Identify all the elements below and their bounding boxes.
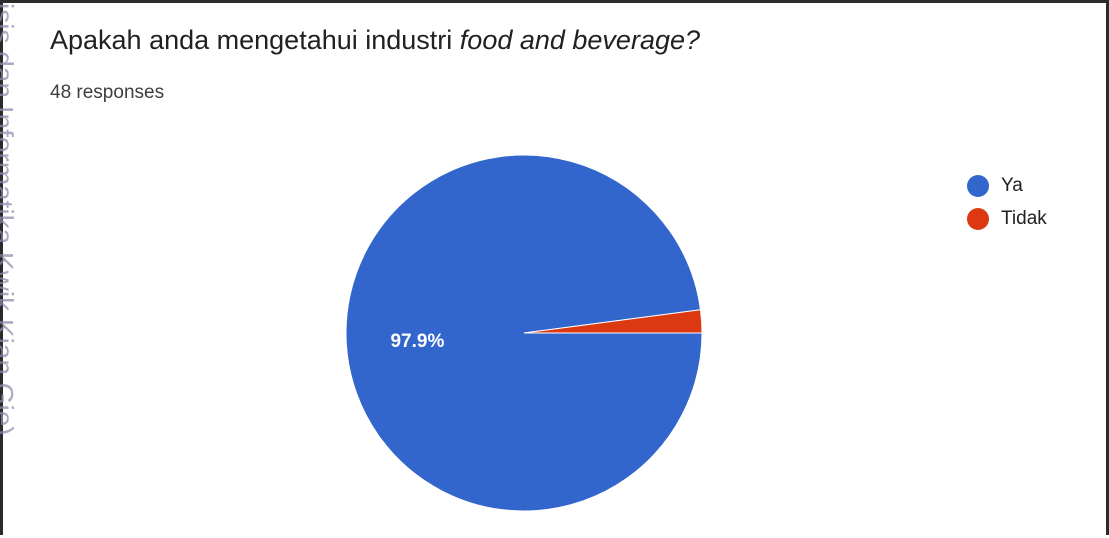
legend-swatch-tidak <box>967 207 989 230</box>
legend-item-tidak: Tidak <box>967 202 1047 235</box>
question-title-text: Apakah anda mengetahui industri <box>50 25 460 55</box>
question-title-italic: food and beverage? <box>459 25 701 55</box>
response-count: 48 responses <box>50 82 165 103</box>
pie-slice-tidak <box>523 309 703 334</box>
legend-swatch-ya <box>967 174 989 197</box>
chart-legend: Ya Tidak <box>967 169 1047 235</box>
slice-label-ya: 97.9% <box>390 331 444 352</box>
legend-label-ya: Ya <box>1001 174 1023 196</box>
legend-label-tidak: Tidak <box>1001 207 1047 229</box>
legend-item-ya: Ya <box>967 169 1047 202</box>
question-title: Apakah anda mengetahui industri food and… <box>50 25 700 56</box>
pie-chart: 97.9% <box>345 154 703 512</box>
